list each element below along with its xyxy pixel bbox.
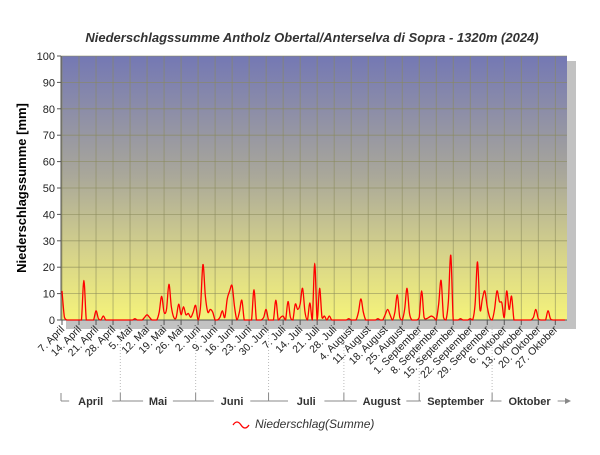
y-tick-label: 100 bbox=[37, 51, 55, 63]
legend: Niederschlag(Summe) bbox=[232, 417, 374, 431]
series-line-niederschlag bbox=[61, 254, 566, 321]
axis-arrow-icon bbox=[565, 398, 571, 404]
y-tick-label: 60 bbox=[43, 157, 55, 169]
month-label: Juli bbox=[297, 396, 316, 408]
y-tick-label: 70 bbox=[43, 130, 55, 142]
y-tick-label: 40 bbox=[43, 209, 55, 221]
legend-line-icon bbox=[232, 421, 250, 429]
y-tick-label: 90 bbox=[43, 77, 55, 89]
y-tick-label: 0 bbox=[49, 315, 55, 327]
legend-label: Niederschlag(Summe) bbox=[255, 417, 374, 431]
y-tick-label: 20 bbox=[43, 262, 55, 274]
y-axis-label: Niederschlagssumme [mm] bbox=[14, 103, 29, 273]
y-tick-label: 80 bbox=[43, 104, 55, 116]
y-tick-label: 10 bbox=[43, 289, 55, 301]
month-label: Mai bbox=[149, 396, 167, 408]
month-label: Juni bbox=[221, 396, 244, 408]
y-tick-label: 50 bbox=[43, 183, 55, 195]
month-label: April bbox=[78, 396, 103, 408]
month-label: August bbox=[363, 396, 401, 408]
month-label: September bbox=[427, 396, 485, 408]
chart-title: Niederschlagssumme Antholz Obertal/Anter… bbox=[85, 30, 538, 45]
month-label: Oktober bbox=[508, 396, 551, 408]
y-tick-label: 30 bbox=[43, 236, 55, 248]
